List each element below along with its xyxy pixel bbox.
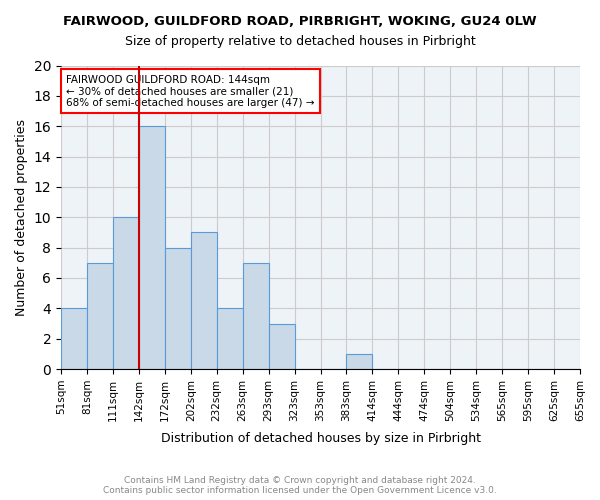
Y-axis label: Number of detached properties: Number of detached properties xyxy=(15,119,28,316)
Bar xyxy=(191,232,217,369)
Text: Contains HM Land Registry data © Crown copyright and database right 2024.
Contai: Contains HM Land Registry data © Crown c… xyxy=(103,476,497,495)
Text: Size of property relative to detached houses in Pirbright: Size of property relative to detached ho… xyxy=(125,35,475,48)
Bar xyxy=(346,354,373,369)
Bar xyxy=(269,324,295,369)
Bar xyxy=(217,308,242,369)
Text: FAIRWOOD, GUILDFORD ROAD, PIRBRIGHT, WOKING, GU24 0LW: FAIRWOOD, GUILDFORD ROAD, PIRBRIGHT, WOK… xyxy=(63,15,537,28)
Bar xyxy=(139,126,165,369)
Bar xyxy=(87,263,113,369)
Text: FAIRWOOD GUILDFORD ROAD: 144sqm
← 30% of detached houses are smaller (21)
68% of: FAIRWOOD GUILDFORD ROAD: 144sqm ← 30% of… xyxy=(66,74,315,108)
Bar xyxy=(61,308,87,369)
Bar xyxy=(242,263,269,369)
Bar xyxy=(113,218,139,369)
Bar xyxy=(165,248,191,369)
X-axis label: Distribution of detached houses by size in Pirbright: Distribution of detached houses by size … xyxy=(161,432,481,445)
